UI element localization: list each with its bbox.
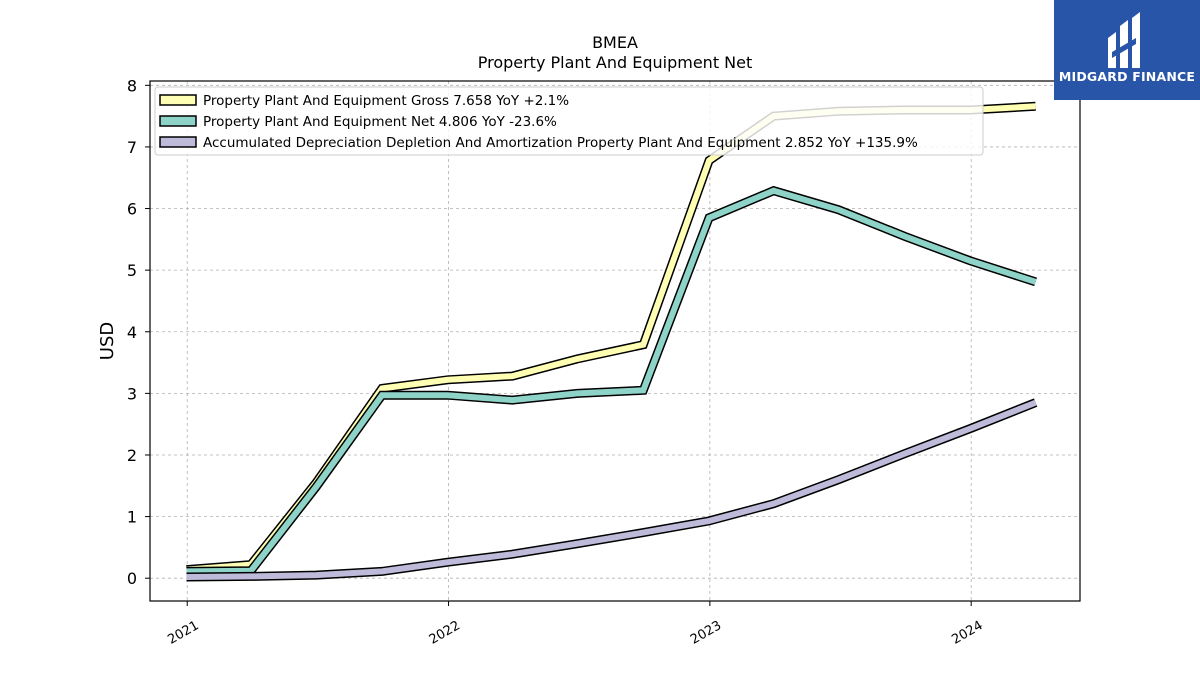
y-axis-label: USD: [97, 322, 118, 360]
series-1-point: [1034, 105, 1037, 108]
y-tick-label: 2: [127, 446, 137, 465]
x-tick-label: 2022: [427, 618, 463, 648]
y-tick-label: 0: [127, 569, 137, 588]
series-2-point: [969, 259, 972, 262]
series-1-point: [380, 387, 383, 390]
series-lines: [185, 101, 1038, 582]
midgard-finance-logo: MIDGARD FINANCE: [1054, 0, 1200, 100]
series-3-point: [837, 478, 840, 481]
series-2-point: [837, 208, 840, 211]
legend-label-2: Property Plant And Equipment Net 4.806 Y…: [203, 114, 557, 130]
plot-area-frame: [149, 80, 1081, 602]
logo-wordmark: MIDGARD FINANCE: [1058, 69, 1196, 84]
series-1-point: [708, 159, 711, 162]
series-3-point: [772, 502, 775, 505]
series-3-line: [186, 399, 1037, 580]
series-1-point: [446, 378, 449, 381]
series-1-point: [642, 343, 645, 346]
series-2-point: [772, 189, 775, 192]
midgard-logo-icon: [1108, 12, 1140, 68]
series-3-point: [380, 570, 383, 573]
x-tick-label: 2024: [949, 618, 985, 648]
series-1-point: [511, 375, 514, 378]
legend: Property Plant And Equipment Gross 7.658…: [154, 86, 984, 156]
x-tick-label: 2023: [688, 618, 724, 648]
series-2-point: [446, 394, 449, 397]
series-2-point: [380, 394, 383, 397]
series-3-point: [249, 575, 252, 578]
series-3-point: [185, 575, 188, 578]
legend-frame: [154, 86, 984, 156]
series-1-outline: [186, 101, 1036, 575]
chart-subtitle: Property Plant And Equipment Net: [478, 53, 753, 72]
series-3-point: [969, 427, 972, 430]
series-1-point: [576, 357, 579, 360]
series-2-point: [708, 216, 711, 219]
y-tick-label: 1: [127, 508, 137, 527]
y-tick-label: 4: [127, 323, 137, 342]
chart-title: BMEA: [592, 33, 638, 52]
series-2-point: [576, 392, 579, 395]
y-tick-label: 3: [127, 384, 137, 403]
series-3-point: [903, 452, 906, 455]
y-tick-label: 5: [127, 261, 137, 280]
series-3-point: [642, 531, 645, 534]
series-2-point: [315, 486, 318, 489]
x-tick-label: 2021: [165, 618, 201, 648]
legend-swatch-2: [159, 115, 197, 127]
series-3-point: [576, 542, 579, 545]
series-2-outline: [186, 185, 1037, 576]
series-2-point: [185, 570, 188, 573]
legend-label-1: Property Plant And Equipment Gross 7.658…: [203, 93, 569, 109]
series-1-line: [186, 103, 1036, 573]
series-3-point: [511, 553, 514, 556]
series-2-point: [903, 235, 906, 238]
series-2-point: [642, 389, 645, 392]
series-3-point: [315, 574, 318, 577]
series-3-point: [708, 519, 711, 522]
series-2-point: [249, 569, 252, 572]
y-tick-label: 7: [127, 138, 137, 157]
series-3-point: [446, 561, 449, 564]
legend-label-3: Accumulated Depreciation Depletion And A…: [203, 135, 918, 151]
series-2-line: [186, 187, 1037, 575]
series-2-point: [511, 399, 514, 402]
y-tick-label: 8: [127, 76, 137, 95]
legend-swatch-3: [159, 136, 197, 148]
series-2-point: [1034, 280, 1037, 283]
legend-swatch-1: [159, 94, 197, 106]
y-tick-label: 6: [127, 200, 137, 219]
series-3-point: [1034, 401, 1037, 404]
